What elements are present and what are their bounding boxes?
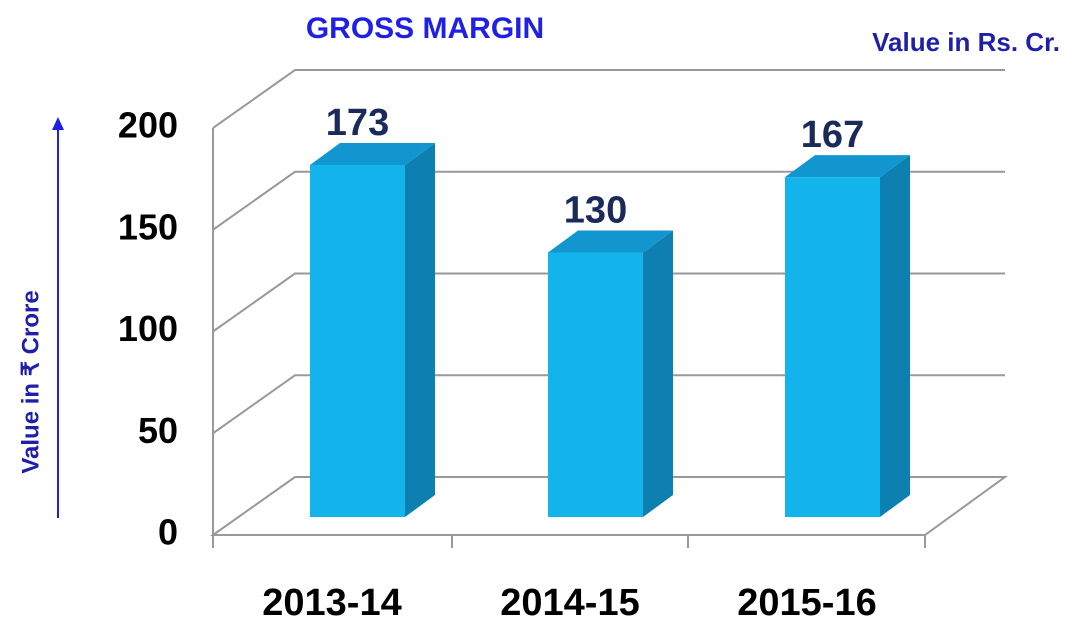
y-tick-label: 0 bbox=[158, 512, 178, 553]
value-label: 173 bbox=[326, 102, 389, 144]
y-tick-label: 100 bbox=[118, 308, 178, 349]
bar-top bbox=[310, 142, 435, 165]
value-label: 167 bbox=[801, 114, 864, 156]
chart-title: GROSS MARGIN bbox=[306, 12, 544, 45]
bar bbox=[310, 164, 405, 517]
value-label: 130 bbox=[564, 189, 627, 231]
grid-line bbox=[212, 69, 1005, 129]
bar bbox=[548, 252, 643, 517]
bar-side bbox=[405, 142, 435, 517]
bar-top bbox=[785, 155, 910, 178]
bar bbox=[785, 177, 880, 517]
grid-line bbox=[212, 272, 1005, 333]
x-tick-label: 2015-16 bbox=[737, 582, 876, 624]
bar-side bbox=[880, 155, 910, 517]
y-axis-label: Value in ₹ Crore bbox=[17, 290, 44, 473]
bar-side bbox=[643, 230, 673, 517]
grid-line bbox=[212, 374, 1005, 435]
y-tick-label: 150 bbox=[118, 206, 178, 247]
chart-subtitle: Value in Rs. Cr. bbox=[872, 27, 1060, 57]
bar-top bbox=[548, 230, 673, 253]
arrow-head bbox=[52, 117, 64, 130]
grid-line bbox=[212, 170, 1005, 231]
x-tick-label: 2013-14 bbox=[262, 582, 401, 624]
y-tick-label: 50 bbox=[138, 410, 178, 451]
x-tick-label: 2014-15 bbox=[500, 582, 639, 624]
y-tick-label: 200 bbox=[118, 105, 178, 146]
